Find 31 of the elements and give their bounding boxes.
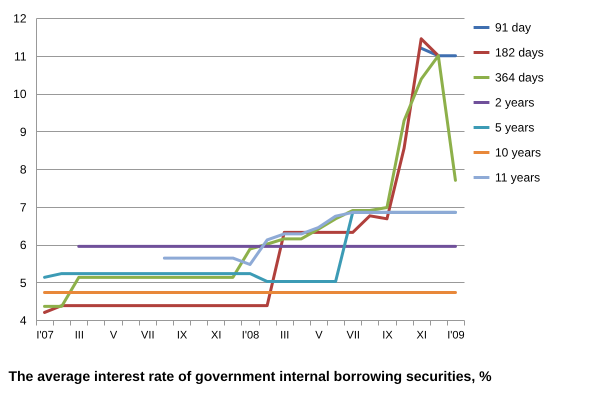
y-tick-label: 12 <box>13 12 27 26</box>
legend-label: 182 days <box>495 46 544 60</box>
y-tick-label: 11 <box>14 49 27 64</box>
x-tick-label: I'07 <box>36 330 54 342</box>
x-tick-label: IX <box>382 330 394 342</box>
y-tick-label: 4 <box>20 314 27 328</box>
legend-label: 5 years <box>495 120 534 134</box>
x-tick-label: IX <box>176 330 188 342</box>
x-tick-label: V <box>110 330 118 342</box>
x-tick-label: XI <box>211 330 222 342</box>
x-tick-label: III <box>280 330 290 342</box>
y-tick-label: 10 <box>13 87 27 101</box>
y-tick-label: 9 <box>20 124 27 139</box>
x-tick-label: XI <box>416 330 427 342</box>
x-tick-label: I'08 <box>242 330 260 342</box>
legend-label: 10 years <box>495 146 542 160</box>
legend-label: 91 day <box>495 20 532 34</box>
x-tick-label: III <box>74 330 84 342</box>
line-series <box>162 210 457 266</box>
legend-label: 11 years <box>495 170 540 184</box>
x-tick-label: V <box>315 330 324 342</box>
legend-label: 364 days <box>495 70 544 84</box>
x-tick-label: I'09 <box>447 330 465 342</box>
x-tick-label: VII <box>346 330 360 342</box>
y-tick-label: 5 <box>20 276 27 290</box>
y-tick-label: 8 <box>20 162 27 176</box>
x-tick-label: VII <box>141 330 155 342</box>
y-tick-label: 7 <box>20 200 27 214</box>
y-tick-label: 6 <box>20 238 27 252</box>
text: The average interest rate of government internal borrowing securities, % <box>8 368 492 384</box>
legend-label: 2 years <box>495 96 534 110</box>
